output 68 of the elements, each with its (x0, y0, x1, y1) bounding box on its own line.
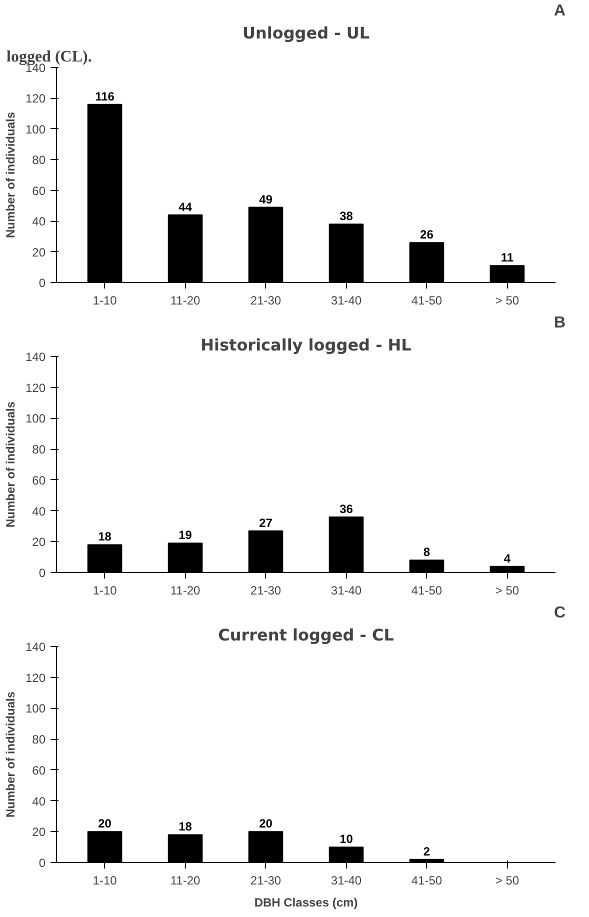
x-tick-label: 31-40 (330, 294, 362, 308)
data-label: 26 (420, 228, 434, 242)
y-tick-label: 80 (32, 732, 46, 747)
text: B (554, 314, 566, 332)
data-label: 44 (178, 200, 192, 214)
y-tick-label: 20 (32, 825, 46, 840)
y-tick-label: 100 (25, 122, 46, 136)
x-tick-label: 41-50 (411, 294, 442, 308)
data-label: 18 (98, 530, 112, 544)
x-tick-label: 41-50 (411, 584, 442, 598)
x-axis-title: DBH Classes (cm) (254, 896, 358, 910)
y-tick-label: 40 (32, 214, 46, 229)
text: A (554, 2, 566, 20)
data-label: 49 (259, 192, 273, 206)
data-label: 19 (178, 528, 192, 542)
data-label: 38 (340, 209, 354, 224)
y-tick-label: 120 (25, 92, 46, 106)
x-tick-label: > 50 (495, 874, 520, 888)
y-tick-label: 80 (32, 153, 46, 168)
data-label: 18 (178, 820, 192, 834)
y-tick-label: 80 (32, 442, 46, 457)
data-label: 4 (504, 551, 511, 566)
x-tick-label: 21-30 (250, 584, 282, 598)
x-tick-label: 41-50 (411, 874, 442, 888)
y-tick-label: 40 (32, 794, 46, 808)
x-tick-label: 1-10 (92, 584, 118, 598)
x-tick-label: 11-20 (170, 874, 200, 888)
data-label: 116 (95, 89, 115, 104)
x-tick-label: 11-20 (170, 584, 200, 598)
y-tick-label: 60 (32, 473, 46, 488)
x-tick-label: > 50 (495, 294, 520, 308)
y-tick-label: 60 (32, 184, 46, 198)
data-label: 11 (500, 250, 514, 265)
data-label: 2 (423, 844, 430, 858)
y-tick-label: 40 (32, 504, 46, 518)
data-label: 20 (259, 816, 273, 831)
chart-title: Unlogged - UL (242, 24, 370, 42)
y-tick-label: 140 (25, 350, 46, 364)
data-label: 20 (98, 816, 112, 831)
y-tick-label: 0 (38, 856, 46, 870)
x-tick-label: 31-40 (330, 874, 362, 888)
x-tick-label: 11-20 (170, 294, 200, 308)
y-tick-label: 20 (32, 245, 46, 260)
y-tick-label: 60 (32, 763, 46, 778)
y-tick-label: 140 (25, 640, 46, 654)
x-tick-label: 1-10 (92, 294, 118, 308)
x-tick-label: 1-10 (92, 874, 118, 888)
data-label: 27 (259, 516, 273, 530)
y-tick-label: 120 (25, 380, 46, 395)
text: C (554, 604, 566, 622)
data-label: 8 (423, 545, 430, 560)
y-axis-title: Number of individuals (3, 112, 18, 238)
y-tick-label: 100 (25, 702, 46, 716)
data-label: 10 (340, 832, 354, 846)
x-tick-label: 21-30 (250, 874, 282, 888)
y-tick-label: 120 (25, 670, 46, 685)
x-tick-label: 21-30 (250, 294, 282, 308)
x-tick-label: 31-40 (330, 584, 362, 598)
y-tick-label: 20 (32, 535, 46, 550)
y-axis-title: Number of individuals (3, 401, 18, 528)
y-tick-label: 0 (38, 566, 46, 580)
y-tick-label: 100 (25, 412, 46, 426)
chart-title: Historically logged - HL (200, 336, 412, 354)
chart-title: Current logged - CL (218, 626, 394, 644)
x-tick-label: > 50 (495, 584, 520, 598)
y-tick-label: 0 (38, 276, 46, 290)
data-label: 36 (340, 502, 354, 516)
y-axis-title: Number of individuals (3, 691, 18, 818)
